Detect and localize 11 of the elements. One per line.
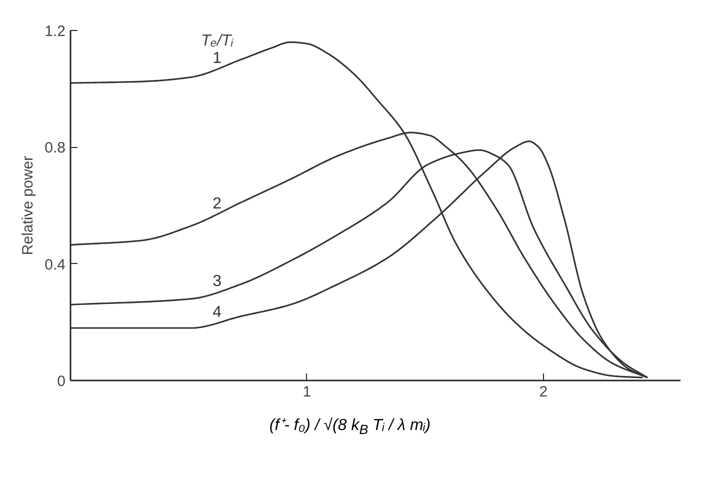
y-tick-label: 0.4 <box>44 256 66 274</box>
legend-title: Tₑ/Tᵢ <box>201 32 234 50</box>
y-axis-title: Relative power <box>20 156 37 256</box>
y-tick-label: 0.8 <box>44 140 66 157</box>
y-tick-label: 0 <box>57 373 66 390</box>
y-tick-label: 1.2 <box>44 23 66 40</box>
series-label: 2 <box>212 196 222 213</box>
series-label: 4 <box>212 304 222 321</box>
x-axis-title: (f⁺- f₀) / √(8 k$_{B}$ Tᵢ / λ mᵢ) <box>269 416 431 440</box>
series-label: 3 <box>212 273 222 290</box>
series-label: 1 <box>212 50 222 67</box>
